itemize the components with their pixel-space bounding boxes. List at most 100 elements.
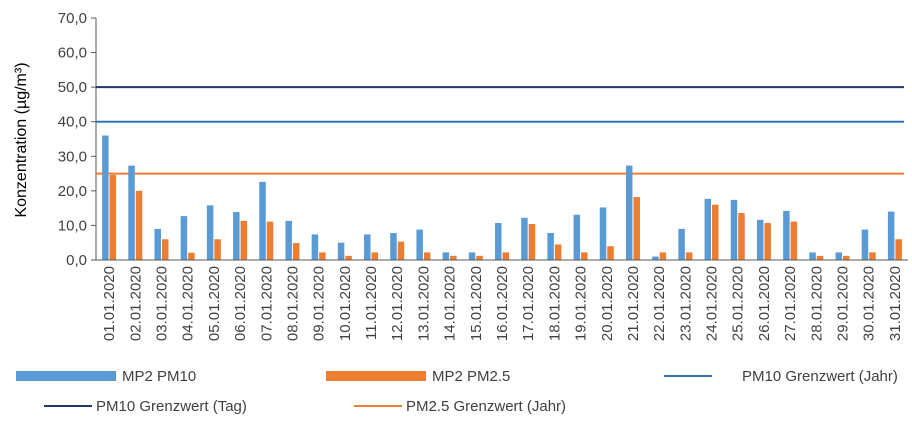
legend-label-4: PM2.5 Grenzwert (Jahr) (406, 398, 566, 415)
legend-swatch-1 (326, 371, 426, 381)
bar-pm25 (135, 190, 143, 260)
x-tick-label: 22.01.2020 (651, 266, 668, 341)
bar-pm10 (259, 181, 266, 260)
x-tick-label: 06.01.2020 (232, 266, 249, 341)
bar-pm25 (109, 174, 117, 260)
x-tick-label: 12.01.2020 (389, 266, 406, 341)
x-tick-label: 01.01.2020 (101, 266, 118, 341)
bar-pm25 (502, 252, 509, 260)
legend-label-0: MP2 PM10 (122, 368, 196, 385)
y-axis-label: Konzentration (µg/m³) (13, 62, 30, 217)
legend-swatch-0 (16, 371, 116, 381)
legend: MP2 PM10 MP2 PM2.5 PM10 Grenzwert (Jahr) PM… (16, 368, 898, 415)
bar-pm10 (573, 214, 581, 260)
bar-pm10 (652, 256, 659, 260)
bar-pm10 (180, 216, 188, 260)
x-tick-label: 17.01.2020 (520, 266, 537, 341)
y-tick-label: 50,0 (58, 79, 87, 96)
bar-pm25 (319, 252, 326, 260)
bar-pm25 (371, 252, 379, 260)
bar-pm10 (285, 220, 292, 260)
x-tick-label: 23.01.2020 (677, 266, 694, 341)
bar-pm10 (835, 252, 843, 260)
bar-pm25 (528, 224, 536, 260)
bar-pm10 (442, 252, 450, 260)
x-tick-label: 10.01.2020 (337, 266, 354, 341)
bar-pm25 (843, 255, 850, 260)
plot-area: 0,0 10,0 20,0 30,0 40,0 50,0 60,0 70,0 01.01.202… (58, 10, 908, 341)
bar-pm10 (416, 229, 423, 260)
bar-pm10 (861, 229, 869, 260)
x-tick-label: 19.01.2020 (573, 266, 590, 341)
bar-pm25 (633, 197, 640, 260)
x-tick-label: 24.01.2020 (704, 266, 721, 341)
y-tick-label: 60,0 (58, 45, 87, 62)
bar-pm25 (607, 246, 614, 260)
bar-pm10 (154, 228, 161, 260)
y-tick-label: 10,0 (58, 217, 87, 234)
x-tick-label: 08.01.2020 (284, 266, 301, 341)
bar-pm25 (685, 252, 693, 260)
bar-pm25 (345, 255, 352, 260)
bar-pm25 (214, 239, 221, 260)
bar-pm25 (712, 204, 719, 260)
bar-pm10 (887, 211, 895, 260)
bar-pm25 (450, 255, 457, 260)
bar-pm25 (161, 239, 169, 260)
y-tick-label: 70,0 (58, 10, 87, 27)
bar-pm10 (678, 228, 685, 260)
bar-pm25 (476, 255, 483, 260)
bar-pm25 (790, 221, 798, 260)
bar-pm25 (764, 223, 771, 260)
bar-pm10 (311, 234, 319, 260)
legend-label-1: MP2 PM2.5 (432, 368, 510, 385)
bar-pm10 (364, 234, 371, 260)
bar-pm25 (240, 220, 248, 260)
x-tick-label: 28.01.2020 (808, 266, 825, 341)
y-tick-label: 20,0 (58, 183, 87, 200)
bar-pm25 (895, 239, 902, 260)
x-tick-label: 14.01.2020 (442, 266, 459, 341)
x-tick-label: 21.01.2020 (625, 266, 642, 341)
bar-pm25 (292, 243, 300, 260)
bar-pm10 (730, 199, 738, 260)
bar-pm25 (423, 252, 431, 260)
bar-pm25 (397, 241, 405, 260)
x-tick-label: 03.01.2020 (153, 266, 170, 341)
bar-pm10 (809, 252, 816, 260)
x-tick-label: 15.01.2020 (468, 266, 485, 341)
bar-pm25 (659, 252, 667, 260)
x-tick-label: 25.01.2020 (730, 266, 747, 341)
x-tick-label: 02.01.2020 (127, 266, 144, 341)
x-tick-label: 27.01.2020 (782, 266, 799, 341)
x-tick-label: 04.01.2020 (180, 266, 197, 341)
bar-pm25 (581, 252, 588, 260)
bar-pm10 (756, 219, 764, 260)
bar-pm10 (102, 135, 109, 260)
x-tick-label: 30.01.2020 (861, 266, 878, 341)
y-tick-label: 30,0 (58, 148, 87, 165)
x-tick-label: 09.01.2020 (311, 266, 328, 341)
bar-pm10 (599, 207, 607, 260)
x-tick-label: 31.01.2020 (887, 266, 904, 341)
bar-pm25 (554, 244, 562, 260)
legend-label-2: PM10 Grenzwert (Jahr) (742, 368, 898, 385)
bar-pm10 (233, 211, 240, 260)
bar-pm10 (625, 165, 633, 260)
bar-pm25 (816, 255, 824, 260)
bar-pm10 (468, 252, 476, 260)
x-tick-label: 20.01.2020 (599, 266, 616, 341)
y-tick-label: 0,0 (66, 252, 87, 269)
bar-pm25 (738, 212, 745, 260)
bar-pm10 (128, 165, 135, 260)
bar-pm25 (266, 221, 274, 260)
bar-pm10 (783, 210, 790, 260)
bar-pm10 (390, 233, 397, 260)
x-tick-label: 29.01.2020 (835, 266, 852, 341)
bar-pm25 (869, 252, 876, 260)
bar-pm10 (521, 217, 528, 260)
x-tick-label: 07.01.2020 (258, 266, 275, 341)
y-tick-label: 40,0 (58, 114, 87, 131)
bar-pm10 (206, 205, 214, 260)
